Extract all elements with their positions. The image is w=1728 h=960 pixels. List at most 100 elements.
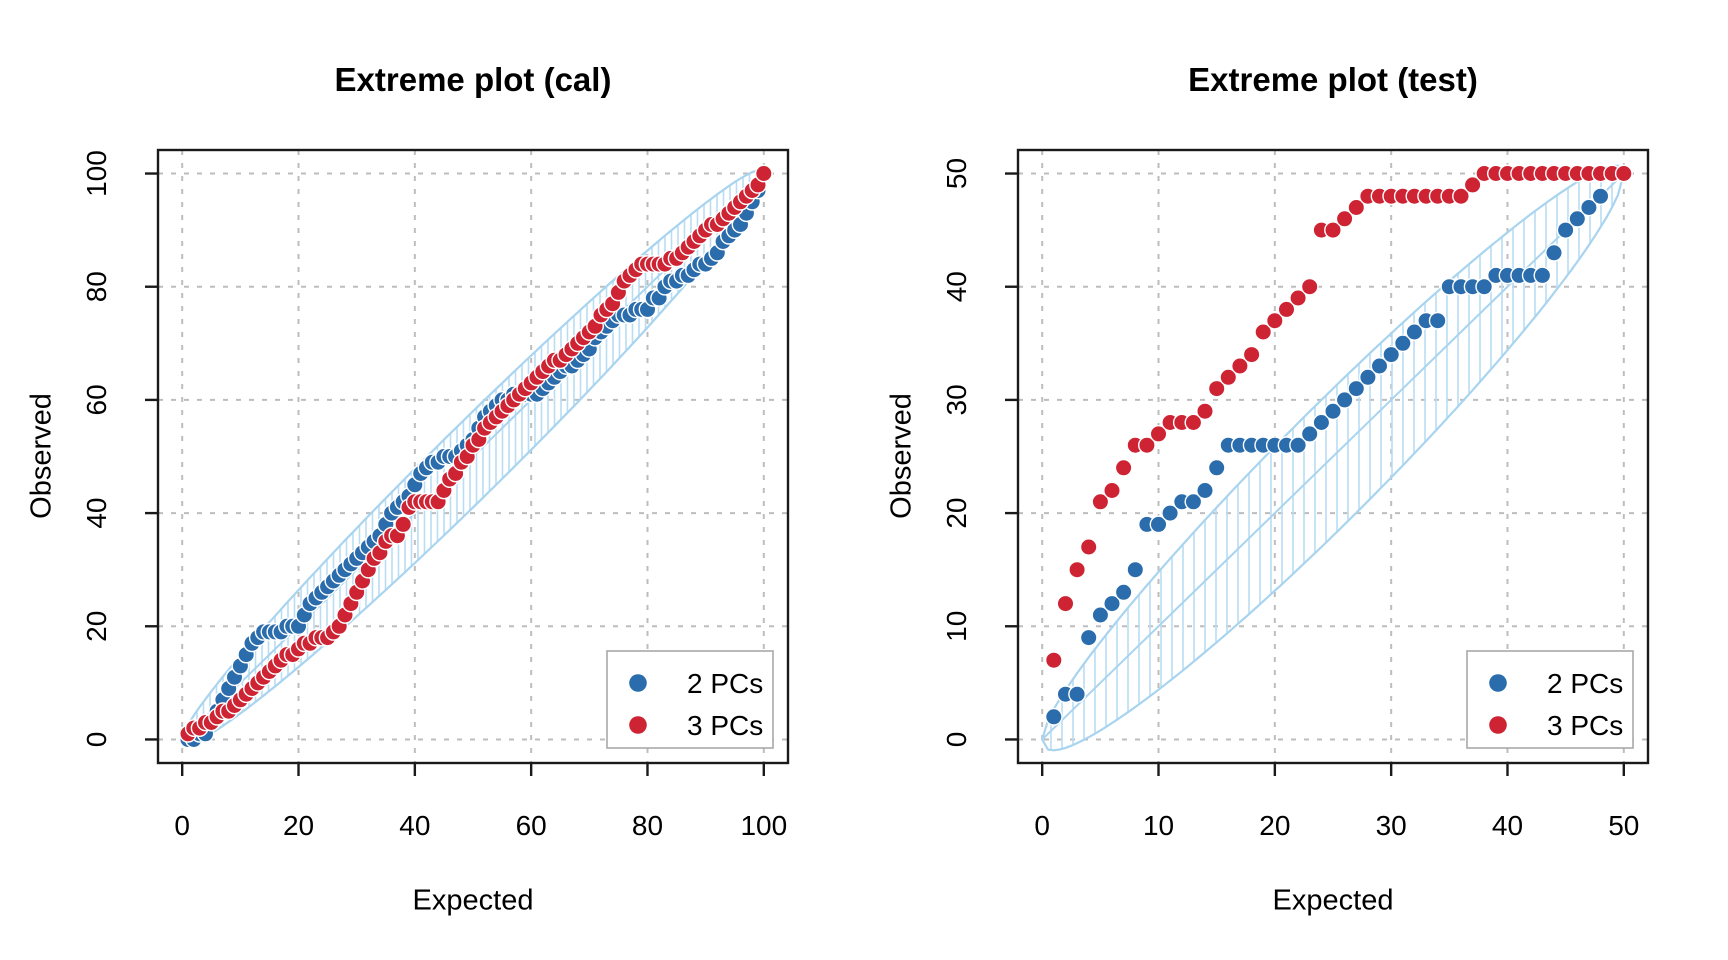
- data-point: [1056, 594, 1075, 613]
- data-point: [1068, 560, 1087, 579]
- data-point: [1382, 345, 1401, 364]
- x-tick-label: 100: [740, 810, 787, 841]
- y-tick-label: 20: [81, 611, 112, 642]
- x-tick-label: 40: [1492, 810, 1523, 841]
- data-point: [1533, 266, 1552, 285]
- y-tick-label: 0: [941, 732, 972, 748]
- data-point: [1114, 583, 1133, 602]
- legend-label: 3 PCs: [687, 710, 763, 741]
- data-point: [1184, 413, 1203, 432]
- data-point: [754, 164, 773, 183]
- data-point: [1428, 311, 1447, 330]
- data-point: [1114, 458, 1133, 477]
- panel-cal-xaxis-label: Expected: [412, 884, 534, 917]
- data-point: [1207, 379, 1226, 398]
- x-tick-label: 80: [632, 810, 663, 841]
- y-tick-label: 60: [81, 384, 112, 415]
- data-point: [1161, 504, 1180, 522]
- data-point: [1475, 277, 1494, 296]
- data-point: [1324, 402, 1342, 421]
- panel-test-yaxis-label: Observed: [885, 393, 918, 519]
- data-point: [1044, 707, 1063, 726]
- data-point: [1149, 424, 1168, 443]
- data-point: [1196, 481, 1214, 500]
- data-point: [1091, 606, 1110, 624]
- data-point: [1312, 413, 1331, 432]
- x-tick-label: 20: [1259, 810, 1290, 841]
- data-point: [1079, 538, 1098, 556]
- data-point: [1289, 289, 1308, 307]
- data-point: [1580, 198, 1598, 217]
- legend-label: 2 PCs: [687, 668, 763, 699]
- data-point: [1079, 628, 1098, 647]
- y-tick-label: 100: [81, 150, 112, 197]
- data-point: [1300, 277, 1319, 296]
- legend-label: 3 PCs: [1547, 710, 1623, 741]
- legend-label: 2 PCs: [1547, 668, 1623, 699]
- data-point: [1277, 300, 1296, 319]
- data-point: [1138, 436, 1156, 455]
- panel-cal-title: Extreme plot (cal): [334, 61, 612, 98]
- data-point: [1545, 243, 1563, 262]
- data-point: [1300, 424, 1319, 443]
- x-tick-label: 0: [174, 810, 190, 841]
- data-point: [1405, 323, 1424, 341]
- data-point: [1207, 458, 1226, 477]
- x-tick-label: 50: [1608, 810, 1639, 841]
- legend-marker-blue: [1489, 674, 1507, 692]
- data-point: [1463, 175, 1482, 194]
- data-point: [394, 515, 413, 534]
- y-tick-label: 20: [941, 498, 972, 529]
- legend-marker-red: [1489, 716, 1507, 734]
- data-point: [1231, 357, 1249, 375]
- x-tick-label: 20: [283, 810, 314, 841]
- data-point: [1242, 345, 1261, 364]
- x-tick-label: 10: [1143, 810, 1174, 841]
- data-point: [1103, 481, 1121, 500]
- data-point: [1324, 221, 1342, 240]
- plot-box: [156, 148, 790, 765]
- y-tick-label: 10: [941, 611, 972, 642]
- data-point: [1265, 311, 1284, 330]
- y-tick-label: 30: [941, 384, 972, 415]
- series-3-pcs: [1044, 164, 1633, 670]
- legend-marker-blue: [629, 674, 647, 692]
- x-tick-label: 30: [1376, 810, 1407, 841]
- y-tick-label: 40: [81, 498, 112, 529]
- data-point: [1556, 221, 1575, 240]
- panel-test: 0 10 20 30 40 50 0 10 20 30 40 50 2 PCs 3 PCs: [941, 148, 1650, 841]
- plot-box: [1016, 148, 1650, 765]
- series-3-pcs: [179, 164, 773, 743]
- data-point: [1254, 323, 1273, 341]
- x-tick-label: 60: [516, 810, 547, 841]
- data-point: [1219, 368, 1238, 387]
- legend: 2 PCs 3 PCs: [1466, 650, 1634, 749]
- data-point: [1126, 560, 1145, 579]
- data-point: [1614, 164, 1633, 183]
- x-tick-label: 0: [1034, 810, 1050, 841]
- legend: 2 PCs 3 PCs: [606, 650, 774, 749]
- panel-cal: 0 20 40 60 80 100 0 20 40 60 80 100 2 PCs 3 PCs: [81, 148, 790, 841]
- data-point: [1335, 209, 1354, 228]
- legend-marker-red: [629, 716, 647, 734]
- data-point: [1335, 390, 1354, 409]
- data-point: [1393, 334, 1412, 353]
- data-point: [1347, 198, 1366, 217]
- data-point: [1149, 515, 1168, 534]
- y-tick-label: 40: [941, 271, 972, 302]
- data-point: [1568, 209, 1587, 228]
- x-tick-label: 40: [399, 810, 430, 841]
- data-point: [1103, 594, 1121, 613]
- y-tick-label: 80: [81, 271, 112, 302]
- y-tick-label: 0: [81, 732, 112, 748]
- data-point: [1591, 187, 1610, 206]
- data-point: [1289, 436, 1308, 455]
- data-point: [1359, 368, 1377, 387]
- series-2-pcs: [1044, 164, 1633, 726]
- data-point: [1196, 402, 1214, 421]
- data-point: [1044, 651, 1063, 670]
- data-point: [1068, 685, 1087, 704]
- data-point: [1370, 357, 1389, 375]
